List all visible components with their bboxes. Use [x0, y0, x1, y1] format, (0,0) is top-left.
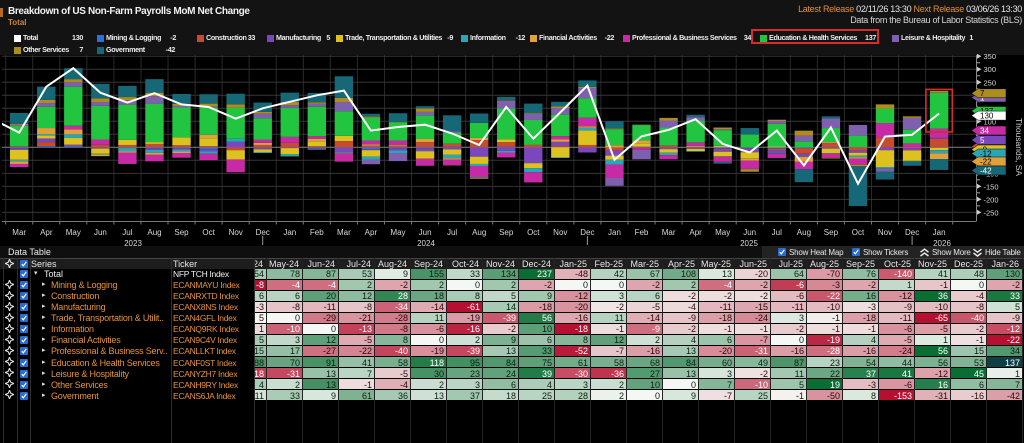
svg-text:May: May: [715, 228, 730, 237]
svg-text:2024: 2024: [417, 239, 435, 248]
svg-text:Oct: Oct: [852, 228, 865, 237]
svg-text:Jul: Jul: [772, 228, 782, 237]
svg-text:Dec: Dec: [905, 228, 919, 237]
svg-text:Nov: Nov: [878, 228, 892, 237]
svg-text:2025: 2025: [740, 239, 758, 248]
svg-text:Jun: Jun: [419, 228, 432, 237]
svg-text:Nov: Nov: [229, 228, 243, 237]
svg-text:Jan: Jan: [283, 228, 296, 237]
svg-text:Mar: Mar: [337, 228, 351, 237]
svg-text:350: 350: [984, 52, 997, 61]
svg-text:Jun: Jun: [94, 228, 107, 237]
svg-text:Aug: Aug: [472, 228, 486, 237]
svg-text:May: May: [390, 228, 405, 237]
svg-text:Oct: Oct: [527, 228, 540, 237]
svg-text:-250: -250: [984, 208, 999, 217]
svg-text:100: 100: [984, 117, 997, 126]
svg-text:Feb: Feb: [310, 228, 324, 237]
svg-text:Mar: Mar: [12, 228, 26, 237]
svg-text:Jul: Jul: [447, 228, 457, 237]
svg-text:Sep: Sep: [499, 228, 514, 237]
svg-text:-12: -12: [980, 149, 992, 158]
svg-text:250: 250: [984, 78, 997, 87]
svg-text:2026: 2026: [933, 239, 951, 248]
svg-text:5: 5: [980, 136, 985, 145]
svg-text:Sep: Sep: [824, 228, 839, 237]
svg-text:-22: -22: [980, 157, 992, 166]
svg-text:Apr: Apr: [365, 228, 378, 237]
svg-text:Apr: Apr: [689, 228, 702, 237]
svg-text:Jan: Jan: [608, 228, 621, 237]
svg-text:2023: 2023: [124, 239, 142, 248]
svg-text:34: 34: [980, 126, 989, 135]
svg-text:-150: -150: [984, 182, 999, 191]
svg-text:-200: -200: [984, 195, 999, 204]
svg-text:Mar: Mar: [662, 228, 676, 237]
svg-text:-42: -42: [980, 166, 992, 175]
svg-text:Sep: Sep: [174, 228, 189, 237]
svg-text:Nov: Nov: [553, 228, 567, 237]
svg-text:May: May: [66, 228, 81, 237]
svg-text:Dec: Dec: [580, 228, 594, 237]
svg-text:Jul: Jul: [122, 228, 132, 237]
svg-text:130: 130: [980, 111, 994, 120]
svg-text:Feb: Feb: [635, 228, 649, 237]
svg-text:Jan: Jan: [933, 228, 946, 237]
svg-text:Jun: Jun: [743, 228, 756, 237]
svg-text:Dec: Dec: [256, 228, 270, 237]
svg-text:Thousands, SA: Thousands, SA: [1014, 118, 1024, 176]
svg-text:7: 7: [980, 89, 985, 98]
svg-text:300: 300: [984, 65, 997, 74]
svg-text:Apr: Apr: [40, 228, 53, 237]
svg-text:Aug: Aug: [797, 228, 811, 237]
svg-text:Aug: Aug: [147, 228, 161, 237]
svg-text:Oct: Oct: [202, 228, 215, 237]
